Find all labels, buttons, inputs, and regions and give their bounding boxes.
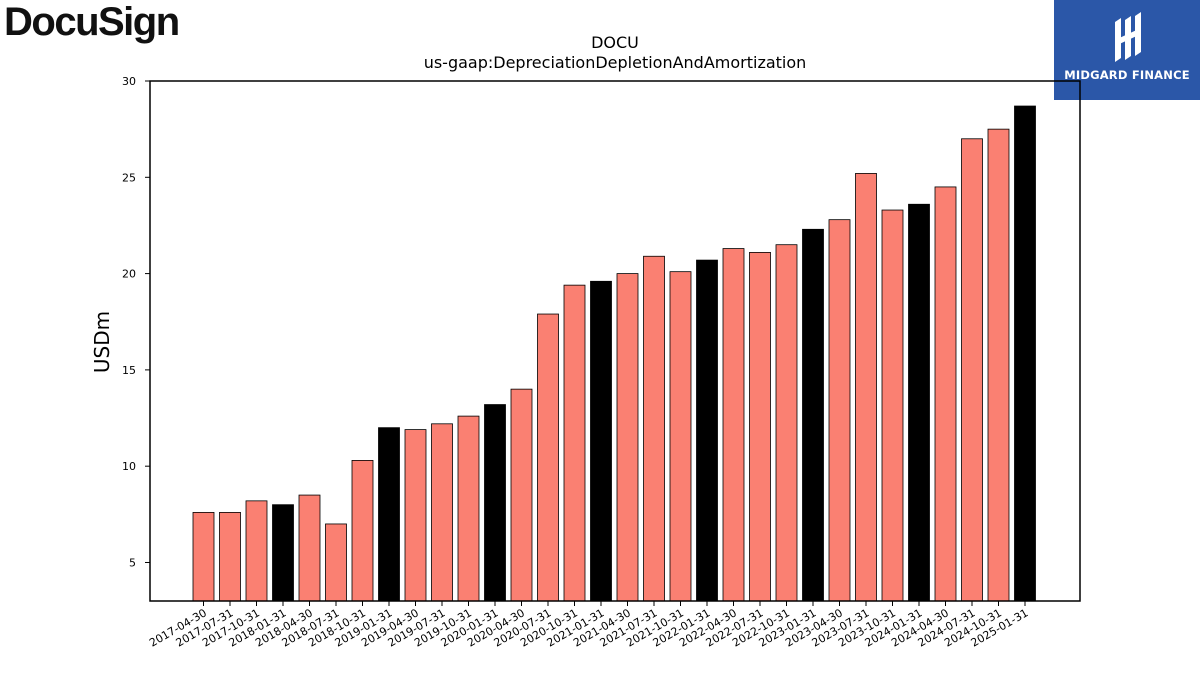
bar-2019-04-30 [404, 429, 427, 602]
bar-2023-07-31 [855, 173, 877, 602]
bar-2019-07-31 [431, 423, 453, 602]
bar-2017-10-31 [245, 500, 268, 602]
midgard-brand-text: MIDGARD FINANCE [1064, 68, 1190, 82]
bar-2021-10-31 [669, 271, 692, 602]
chart-title-ticker: DOCU [591, 33, 639, 52]
y-tick-label: 20 [122, 268, 136, 281]
bar-2020-04-30 [510, 388, 533, 602]
y-tick-label: 30 [122, 75, 136, 88]
bar-2019-01-31 [378, 427, 400, 602]
bar-2019-10-31 [457, 415, 480, 602]
midgard-finance-logo: MIDGARD FINANCE [1054, 0, 1200, 100]
bar-2024-04-30 [934, 186, 957, 602]
bar-2017-04-30 [192, 512, 215, 602]
midgard-mark-icon [1054, 6, 1200, 70]
bar-2023-04-30 [828, 219, 851, 602]
bar-2024-10-31 [987, 128, 1010, 602]
bar-2025-01-31 [1014, 105, 1036, 602]
bar-2018-04-30 [298, 494, 321, 602]
bar-2018-01-31 [272, 504, 294, 602]
plot-frame [149, 80, 1081, 602]
bar-2021-07-31 [643, 255, 665, 602]
y-tick-label: 25 [122, 171, 136, 184]
y-tick-label: 5 [129, 556, 136, 569]
bar-2022-10-31 [775, 244, 798, 602]
docusign-logo: DocuSign [4, 0, 180, 44]
bar-2020-10-31 [563, 284, 586, 602]
bar-2024-01-31 [908, 203, 930, 602]
y-axis-label: USDm [90, 311, 114, 373]
bar-2022-04-30 [722, 248, 745, 602]
bar-2021-04-30 [616, 273, 639, 602]
chart-title-metric: us-gaap:DepreciationDepletionAndAmortiza… [424, 53, 807, 72]
bar-2022-01-31 [696, 259, 718, 602]
bar-2017-07-31 [219, 512, 241, 602]
y-tick-label: 15 [122, 364, 136, 377]
bar-2024-07-31 [961, 138, 983, 602]
bar-2018-10-31 [351, 460, 374, 602]
bar-2023-10-31 [881, 209, 904, 602]
bar-2020-07-31 [537, 313, 559, 602]
bar-2020-01-31 [484, 404, 506, 602]
bar-2018-07-31 [325, 523, 347, 602]
bar-2021-01-31 [590, 280, 612, 602]
bar-2023-01-31 [802, 228, 824, 602]
y-tick-label: 10 [122, 460, 136, 473]
bar-2022-07-31 [749, 252, 771, 602]
